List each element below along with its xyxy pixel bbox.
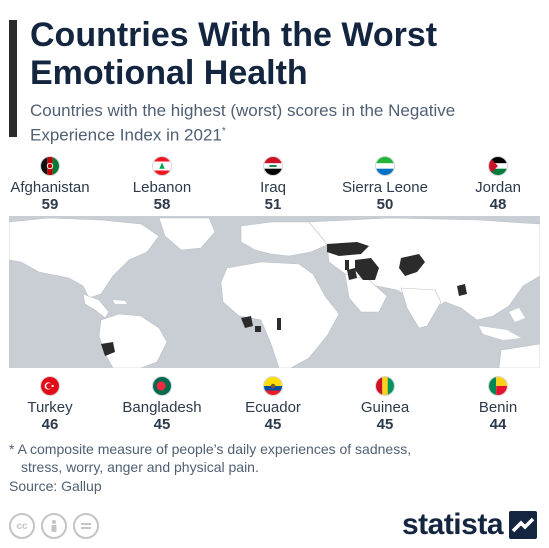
footnote: * A composite measure of people’s daily … — [9, 440, 539, 476]
chart-subtitle: Countries with the highest (worst) score… — [30, 100, 540, 146]
lebanon-flag-icon — [152, 156, 172, 176]
country-sierra-leone: Sierra Leone 50 — [330, 156, 440, 213]
highlight-benin — [277, 318, 281, 330]
benin-flag-icon — [488, 376, 508, 396]
jordan-flag-icon — [488, 156, 508, 176]
footnote-line-1: * A composite measure of people’s daily … — [9, 441, 412, 457]
country-name: Iraq — [260, 179, 286, 196]
subtitle-footnote-mark: * — [221, 126, 226, 137]
license-icons: cc — [9, 513, 99, 539]
creative-commons-icon[interactable]: cc — [9, 513, 35, 539]
statista-mark-icon — [509, 511, 537, 539]
country-name: Bangladesh — [122, 399, 202, 416]
highlight-bangladesh — [457, 284, 467, 296]
no-derivatives-icon[interactable] — [73, 513, 99, 539]
country-score: 44 — [489, 416, 507, 433]
brand-name: statista — [401, 508, 504, 541]
country-name: Sierra Leone — [342, 179, 428, 196]
attribution-icon[interactable] — [41, 513, 67, 539]
footnote-line-2: stress, worry, anger and physical pain. — [21, 459, 259, 475]
world-map-graphic — [9, 216, 540, 368]
subtitle-text: Countries with the highest (worst) score… — [30, 101, 456, 145]
bangladesh-flag-icon — [152, 376, 172, 396]
highlight-turkey — [327, 242, 369, 256]
country-score: 58 — [153, 196, 171, 213]
sierra-leone-flag-icon — [375, 156, 395, 176]
country-score: 51 — [264, 196, 282, 213]
iraq-flag-icon — [263, 156, 283, 176]
highlight-jordan — [347, 268, 357, 280]
country-ecuador: Ecuador 45 — [218, 376, 328, 433]
chart-title: Countries With the Worst Emotional Healt… — [30, 16, 438, 92]
highlight-sierra-leone — [255, 326, 261, 332]
country-afghanistan: Afghanistan 59 — [0, 156, 105, 213]
country-name: Jordan — [475, 179, 521, 196]
country-name: Turkey — [27, 399, 73, 416]
country-score: 45 — [376, 416, 394, 433]
country-lebanon: Lebanon 58 — [107, 156, 217, 213]
country-name: Afghanistan — [10, 179, 90, 196]
country-jordan: Jordan 48 — [443, 156, 549, 213]
country-score: 48 — [489, 196, 507, 213]
afghanistan-flag-icon — [40, 156, 60, 176]
country-score: 45 — [264, 416, 282, 433]
accent-bar — [9, 20, 17, 137]
country-name: Benin — [478, 399, 518, 416]
source-note: Source: Gallup — [9, 478, 102, 494]
country-benin: Benin 44 — [443, 376, 549, 433]
country-score: 45 — [153, 416, 171, 433]
highlight-guinea — [241, 316, 253, 328]
statista-logo[interactable]: statista — [402, 508, 537, 542]
ecuador-flag-icon — [263, 376, 283, 396]
country-bangladesh: Bangladesh 45 — [107, 376, 217, 433]
guinea-flag-icon — [375, 376, 395, 396]
highlight-lebanon — [345, 260, 349, 270]
country-turkey: Turkey 46 — [0, 376, 105, 433]
country-score: 46 — [41, 416, 59, 433]
world-map — [9, 216, 540, 368]
highlight-ecuador — [101, 342, 115, 356]
country-name: Guinea — [360, 399, 410, 416]
country-guinea: Guinea 45 — [330, 376, 440, 433]
highlight-afghanistan — [399, 254, 425, 276]
country-score: 59 — [41, 196, 59, 213]
highlight-iraq — [355, 258, 379, 280]
country-name: Ecuador — [245, 399, 301, 416]
country-name: Lebanon — [132, 179, 192, 196]
country-iraq: Iraq 51 — [218, 156, 328, 213]
turkey-flag-icon — [40, 376, 60, 396]
country-score: 50 — [376, 196, 394, 213]
